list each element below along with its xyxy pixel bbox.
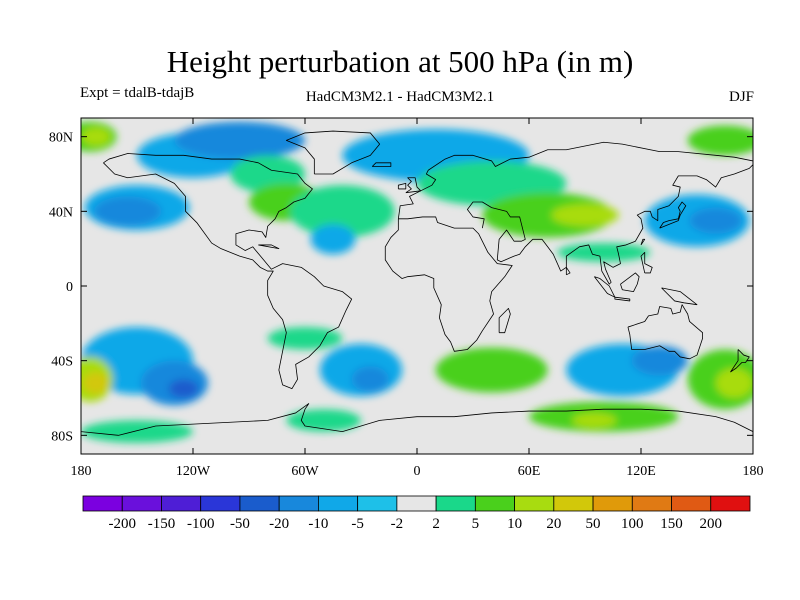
field-region (230, 155, 305, 193)
colorbar-label: 150 (660, 516, 683, 532)
colorbar-swatch (631, 495, 672, 512)
colorbar-swatch (553, 495, 594, 512)
colorbar-swatch (514, 495, 555, 512)
colorbar-swatch (278, 495, 319, 512)
field-region (290, 185, 395, 238)
field-region (435, 347, 548, 393)
experiment-label: Expt = tdalB-tdajB (80, 85, 195, 101)
colorbar-swatch (671, 495, 712, 512)
field-region (551, 203, 619, 227)
coastline (81, 403, 753, 436)
coastline (594, 276, 616, 298)
colorbar-swatch (121, 495, 162, 512)
coastline (620, 272, 640, 293)
coastline (371, 162, 392, 167)
colorbar-label: -200 (108, 516, 136, 532)
field-region (571, 412, 617, 428)
field-region (82, 371, 109, 395)
colorbar-swatch (82, 495, 123, 512)
colorbar-label: 5 (472, 516, 480, 532)
colorbar-swatch (357, 495, 398, 512)
map-axes: 80N 40N 0 40S 80S 180 120W 60W 0 60E 120E 180 (49, 118, 764, 479)
coastline (397, 182, 407, 190)
lon-tick-label: 120W (176, 464, 211, 479)
colorbar-label: 2 (432, 516, 440, 532)
coastline (384, 216, 513, 352)
colorbar-swatch (239, 495, 280, 512)
field-region (174, 121, 305, 160)
field-region (94, 196, 162, 227)
colorbar-label: 100 (621, 516, 644, 532)
coastline (498, 307, 511, 334)
colorbar-swatch (318, 495, 359, 512)
colorbar-swatch (710, 495, 751, 512)
lat-tick-label: 0 (66, 280, 73, 295)
colorbar: -200 -150 -100 -50 -20 -10 -5 -2 2 5 10 20 50 100 150 2… (82, 495, 751, 532)
map-title: Height perturbation at 500 hPa (in m) (166, 44, 634, 79)
coastlines (81, 130, 753, 436)
colorbar-label: -5 (351, 516, 364, 532)
colorbar-swatch (396, 495, 437, 512)
coastline (405, 177, 422, 194)
coastline (285, 130, 381, 175)
field-region (81, 420, 193, 443)
lat-tick-label: 40S (51, 355, 73, 370)
lat-tick-label: 80N (49, 131, 73, 146)
coastline (258, 244, 280, 250)
field-region (687, 125, 753, 156)
lat-tick-label: 80S (51, 429, 73, 444)
field-region (81, 127, 111, 146)
lat-tick-label: 40N (49, 205, 73, 220)
coastline (627, 304, 703, 360)
colorbar-swatch (592, 495, 633, 512)
field-region (689, 207, 742, 234)
lon-tick-label: 0 (414, 464, 421, 479)
colorbar-label: -150 (148, 516, 176, 532)
lon-tick-label: 180 (71, 464, 92, 479)
field-region (310, 224, 356, 255)
colorbar-label: -100 (187, 516, 215, 532)
coastline (640, 251, 653, 274)
field-region (168, 379, 199, 398)
colorbar-swatch (200, 495, 241, 512)
field-region (351, 366, 390, 393)
colorbar-label: 50 (586, 516, 601, 532)
coastline (614, 296, 631, 302)
field-contours (81, 121, 753, 443)
colorbar-swatch (161, 495, 202, 512)
colorbar-label: 200 (700, 516, 723, 532)
coastline (661, 287, 698, 306)
coastline (565, 266, 571, 276)
colorbar-label: 10 (507, 516, 522, 532)
coastline (659, 201, 687, 229)
lon-tick-label: 60E (518, 464, 541, 479)
lon-tick-label: 180 (743, 464, 764, 479)
coastline (466, 164, 753, 285)
colorbar-label: -20 (269, 516, 289, 532)
colorbar-swatch (474, 495, 515, 512)
coastline (103, 153, 353, 390)
lon-tick-label: 120E (626, 464, 656, 479)
colorbar-label: -50 (230, 516, 250, 532)
colorbar-label: -2 (391, 516, 404, 532)
colorbar-label: -10 (308, 516, 328, 532)
field-region (286, 409, 361, 432)
colorbar-label: 20 (546, 516, 561, 532)
coastline (730, 349, 750, 373)
field-region (715, 368, 753, 399)
lon-tick-label: 60W (291, 464, 319, 479)
colorbar-swatch (435, 495, 476, 512)
coastline (640, 238, 646, 246)
field-region (557, 243, 651, 262)
season-label: DJF (728, 89, 754, 105)
model-label: HadCM3M2.1 - HadCM3M2.1 (305, 89, 495, 105)
field-region (482, 192, 613, 238)
field-region (631, 345, 688, 376)
